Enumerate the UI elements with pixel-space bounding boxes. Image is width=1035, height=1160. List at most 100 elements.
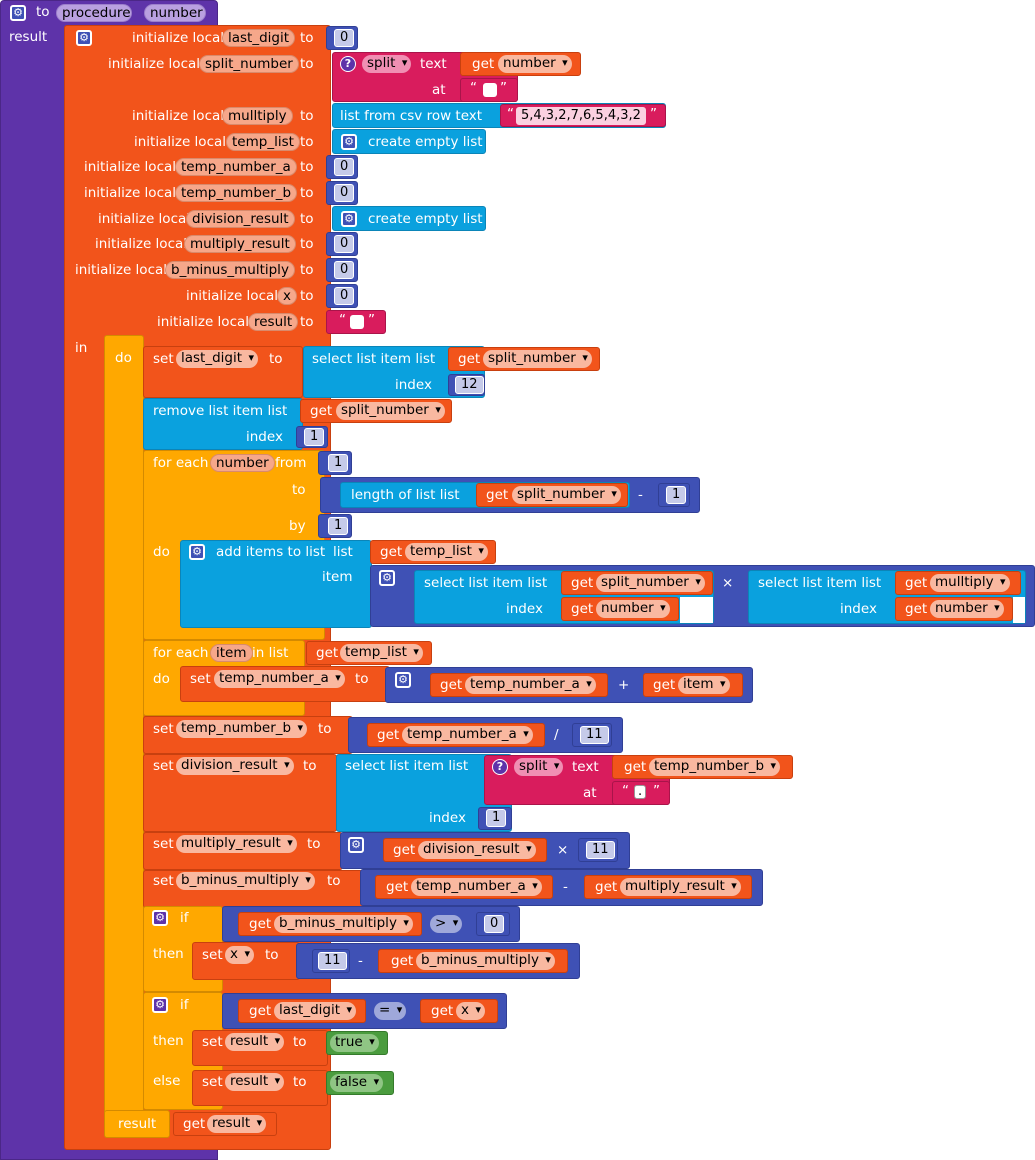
set-var-dropdown[interactable]: x	[225, 946, 254, 964]
create-empty-list-block[interactable]	[332, 206, 486, 231]
get-var-dropdown[interactable]: temp_number_a	[465, 676, 596, 694]
set-var-dropdown[interactable]: temp_number_b	[176, 720, 308, 738]
split-dropdown[interactable]: split	[362, 55, 412, 73]
local-name[interactable]: last_digit	[222, 29, 296, 47]
gear-icon[interactable]: ⚙	[152, 910, 168, 926]
gear-icon[interactable]: ⚙	[341, 211, 357, 227]
number-value[interactable]: 11	[318, 952, 347, 970]
get-label: get	[380, 544, 403, 560]
compare-op-dropdown[interactable]: >	[430, 915, 463, 933]
loop-var[interactable]: item	[210, 644, 253, 662]
help-icon[interactable]: ?	[492, 759, 508, 775]
set-to-label: to	[265, 947, 279, 963]
proc-name-field[interactable]: procedure	[56, 4, 132, 22]
quote-open: “	[507, 106, 514, 122]
get-var-dropdown[interactable]: number	[596, 600, 670, 618]
add-item-label: item	[322, 569, 353, 585]
local-name[interactable]: split_number	[199, 55, 299, 73]
number-value[interactable]: 1	[304, 428, 325, 446]
get-var-dropdown[interactable]: division_result	[418, 841, 536, 859]
help-icon[interactable]: ?	[340, 56, 356, 72]
set-to-label: to	[327, 873, 341, 889]
gear-icon[interactable]: ⚙	[379, 570, 395, 586]
number-value[interactable]: 0	[334, 184, 355, 202]
create-empty-list-block[interactable]	[332, 129, 486, 154]
boolean-dropdown[interactable]: true	[330, 1034, 379, 1052]
set-var-dropdown[interactable]: b_minus_multiply	[176, 872, 315, 890]
get-var-dropdown[interactable]: result	[207, 1115, 267, 1133]
add-items-block[interactable]	[180, 540, 372, 628]
local-name[interactable]: temp_number_a	[175, 158, 297, 176]
get-var-dropdown[interactable]: split_number	[483, 350, 592, 368]
get-var-dropdown[interactable]: item	[678, 676, 730, 694]
do-result-block[interactable]	[104, 335, 144, 1138]
local-name[interactable]: b_minus_multiply	[165, 261, 295, 279]
number-value[interactable]: 0	[334, 261, 355, 279]
gear-icon[interactable]: ⚙	[152, 997, 168, 1013]
get-label: get	[624, 759, 647, 775]
get-var-dropdown[interactable]: number	[930, 600, 1004, 618]
get-var-dropdown[interactable]: b_minus_multiply	[274, 915, 413, 933]
number-value[interactable]: 11	[586, 841, 615, 859]
number-value[interactable]: 11	[580, 726, 609, 744]
set-to-label: to	[269, 351, 283, 367]
minus-op: -	[638, 487, 643, 503]
number-value[interactable]: 1	[328, 454, 349, 472]
csv-text-field[interactable]: 5,4,3,2,7,6,5,4,3,2	[516, 107, 646, 125]
local-name[interactable]: division_result	[186, 210, 295, 228]
gear-icon[interactable]: ⚙	[76, 30, 92, 46]
empty-text-field[interactable]	[350, 315, 364, 329]
gear-icon[interactable]: ⚙	[395, 672, 411, 688]
set-var-dropdown[interactable]: division_result	[176, 757, 294, 775]
set-var-dropdown[interactable]: multiply_result	[176, 835, 297, 853]
get-var-dropdown[interactable]: temp_number_a	[402, 726, 533, 744]
split-dropdown[interactable]: split	[514, 758, 564, 776]
local-name[interactable]: multiply_result	[184, 235, 296, 253]
local-name[interactable]: temp_list	[226, 133, 300, 151]
local-name[interactable]: result	[248, 313, 299, 331]
local-name[interactable]: temp_number_b	[175, 184, 298, 202]
get-var-dropdown[interactable]: temp_number_b	[649, 758, 781, 776]
empty-text-field[interactable]	[483, 83, 497, 97]
set-var-dropdown[interactable]: temp_number_a	[214, 670, 345, 688]
boolean-dropdown[interactable]: false	[330, 1074, 384, 1092]
proc-param[interactable]: number	[144, 4, 206, 22]
gear-icon[interactable]: ⚙	[341, 134, 357, 150]
gear-icon[interactable]: ⚙	[10, 5, 26, 21]
number-value[interactable]: 0	[334, 235, 355, 253]
get-label: get	[393, 842, 416, 858]
get-var-dropdown[interactable]: mulltiply	[930, 574, 1010, 592]
get-var-dropdown[interactable]: last_digit	[274, 1002, 357, 1020]
gear-icon[interactable]: ⚙	[348, 837, 364, 853]
number-value[interactable]: 0	[334, 158, 355, 176]
minus-op: -	[563, 879, 568, 895]
get-var-dropdown[interactable]: temp_number_a	[411, 878, 542, 896]
get-var-dropdown[interactable]: number	[498, 55, 572, 73]
get-var-dropdown[interactable]: split_number	[596, 574, 705, 592]
set-to-label: to	[293, 1034, 307, 1050]
get-var-dropdown[interactable]: x	[456, 1002, 485, 1020]
loop-var[interactable]: number	[210, 454, 275, 472]
set-var-dropdown[interactable]: result	[225, 1033, 285, 1051]
number-value[interactable]: 0	[334, 29, 355, 47]
remove-list-item-block[interactable]	[143, 398, 303, 450]
get-var-dropdown[interactable]: temp_list	[340, 644, 423, 662]
number-value[interactable]: 1	[666, 486, 687, 504]
compare-op-dropdown[interactable]: =	[374, 1002, 407, 1020]
get-var-dropdown[interactable]: multiply_result	[620, 878, 741, 896]
get-var-dropdown[interactable]: split_number	[512, 486, 621, 504]
local-name[interactable]: mulltiply	[222, 107, 293, 125]
gear-icon[interactable]: ⚙	[189, 544, 205, 560]
get-var-dropdown[interactable]: b_minus_multiply	[416, 952, 555, 970]
number-value[interactable]: 1	[328, 517, 349, 535]
number-value[interactable]: 0	[334, 287, 355, 305]
set-var-dropdown[interactable]: last_digit	[176, 350, 259, 368]
set-var-dropdown[interactable]: result	[225, 1073, 285, 1091]
number-value[interactable]: 1	[486, 809, 507, 827]
number-value[interactable]: 0	[484, 915, 505, 933]
get-var-dropdown[interactable]: temp_list	[405, 543, 488, 561]
local-name[interactable]: x	[277, 287, 297, 305]
text-field[interactable]: .	[634, 785, 647, 799]
get-var-dropdown[interactable]: split_number	[336, 402, 445, 420]
number-value[interactable]: 12	[455, 376, 484, 394]
